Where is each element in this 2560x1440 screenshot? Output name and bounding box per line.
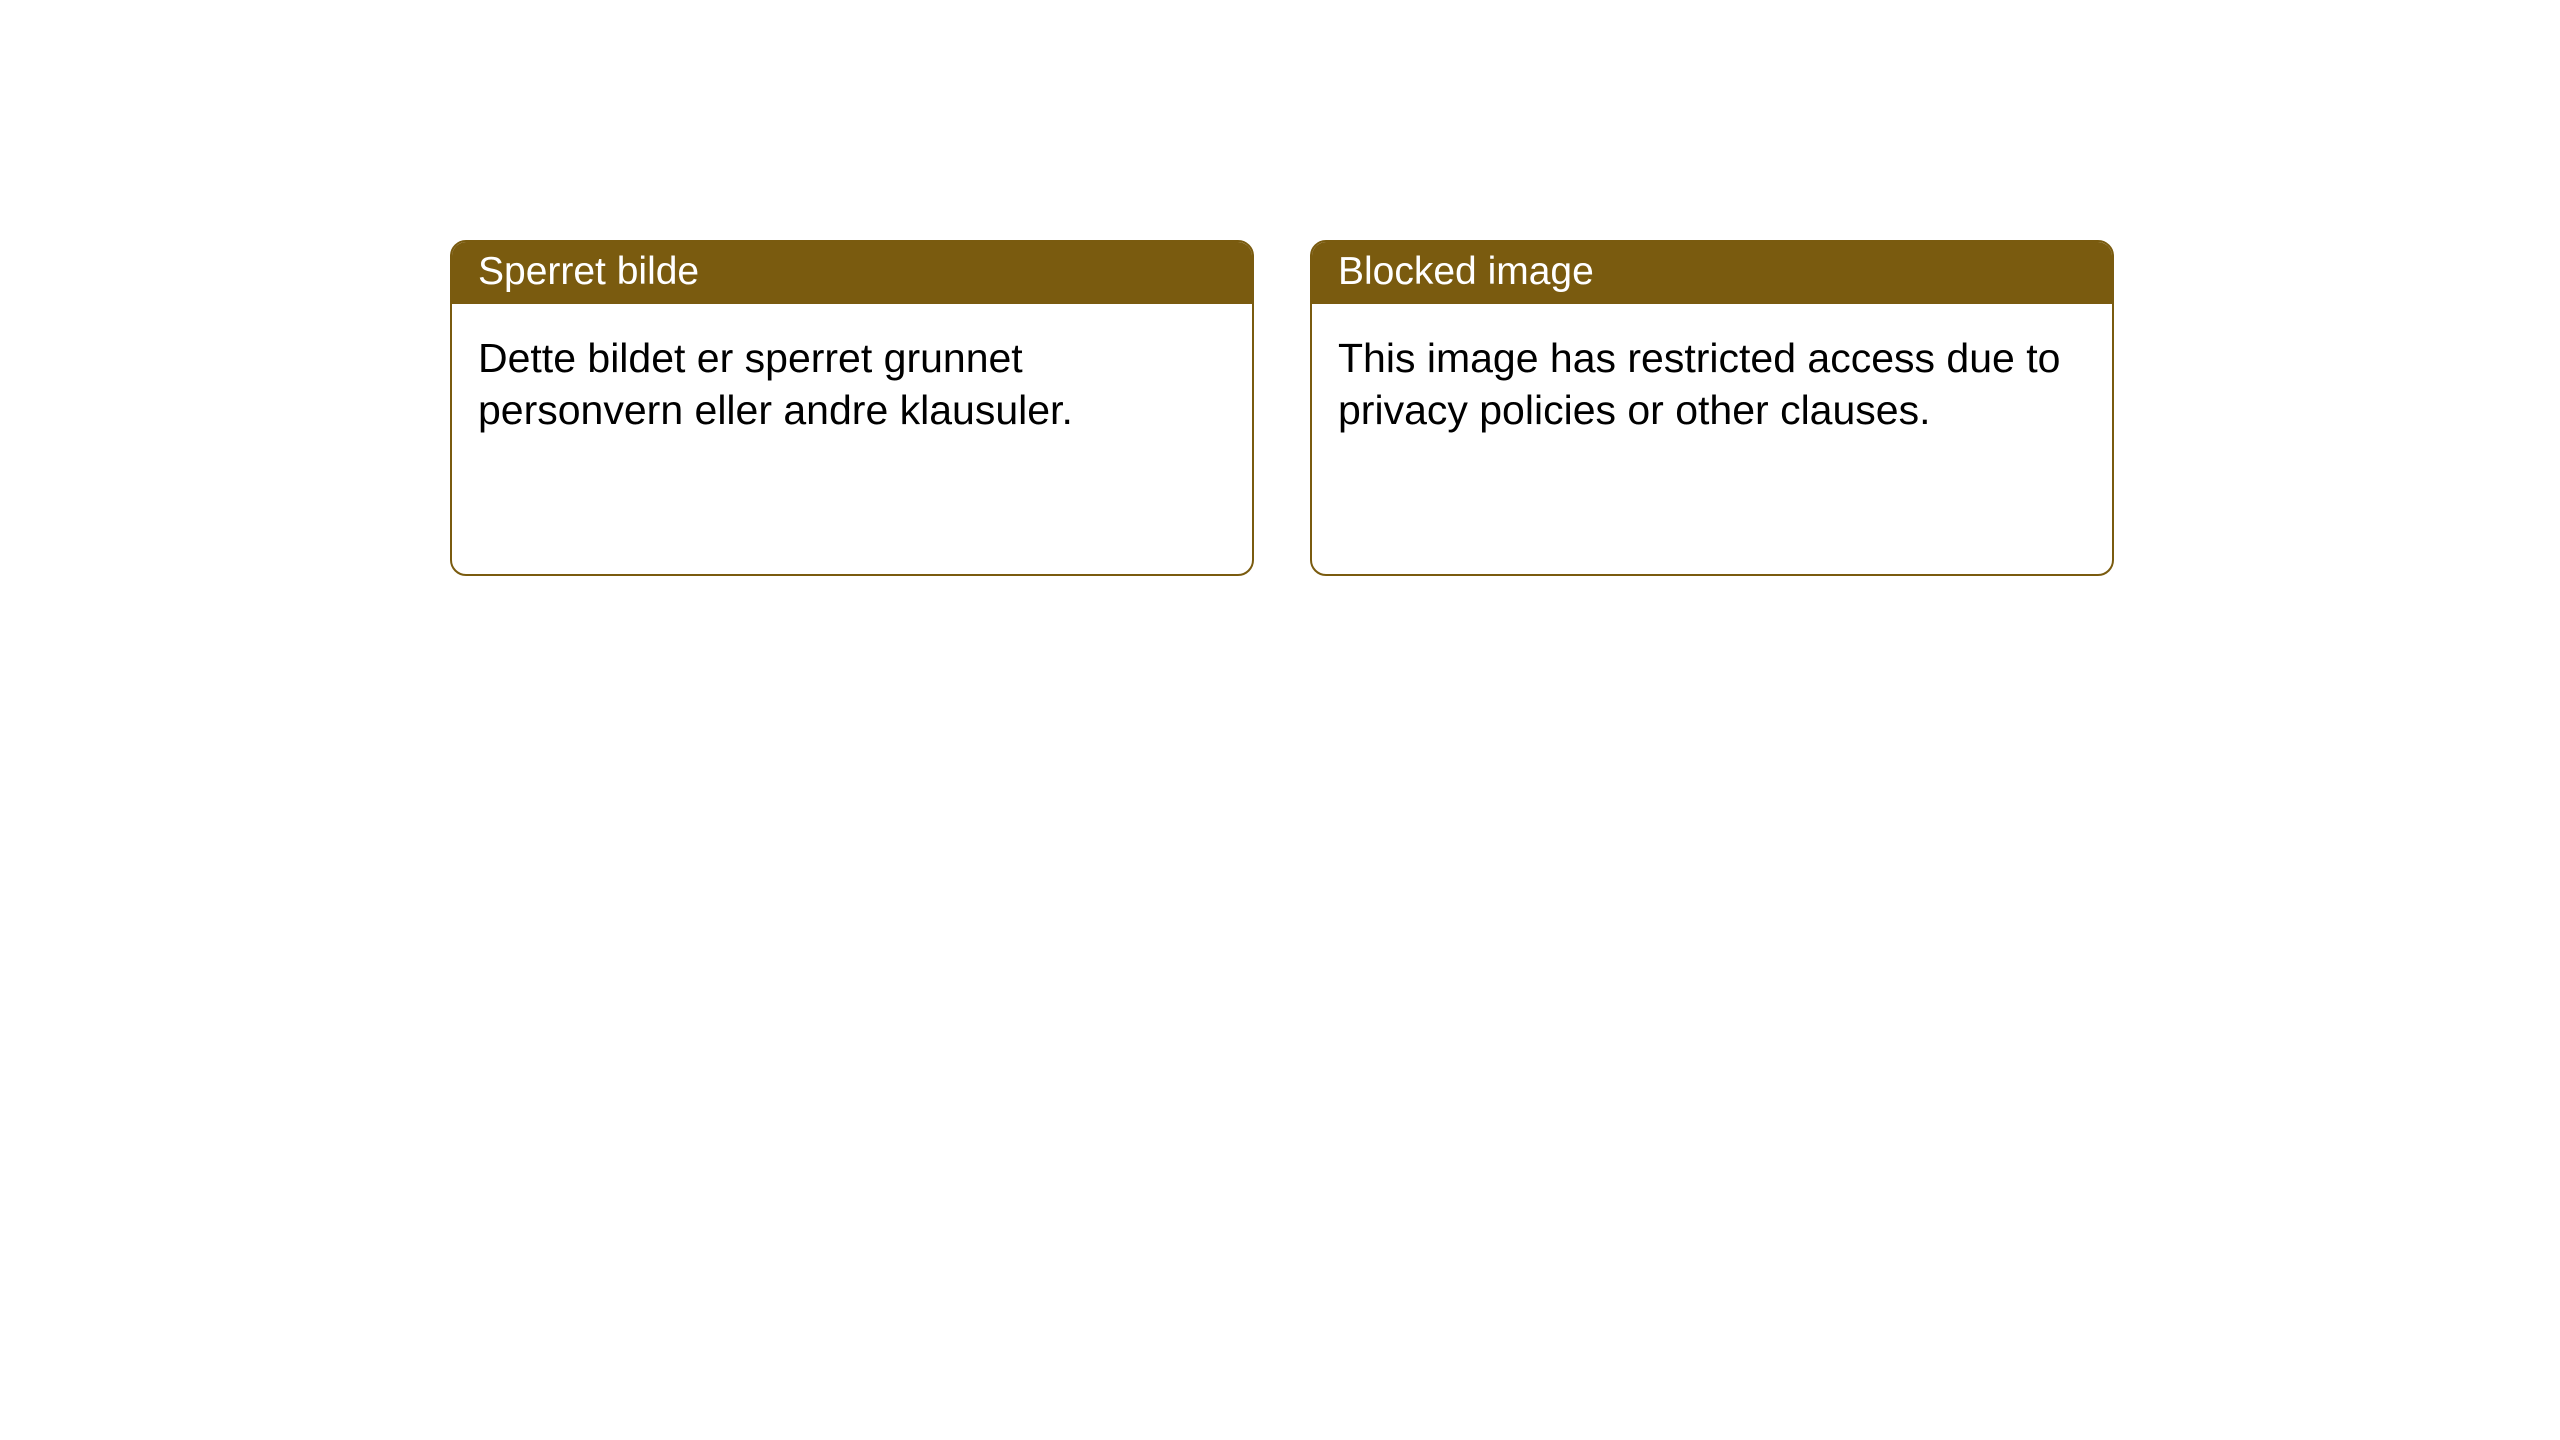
notice-body: This image has restricted access due to …: [1312, 304, 2112, 465]
notice-title: Sperret bilde: [478, 250, 699, 293]
notice-body: Dette bildet er sperret grunnet personve…: [452, 304, 1252, 465]
notice-header: Sperret bilde: [452, 242, 1252, 304]
notice-container: Sperret bilde Dette bildet er sperret gr…: [0, 0, 2560, 576]
notice-header: Blocked image: [1312, 242, 2112, 304]
notice-title: Blocked image: [1338, 250, 1594, 293]
notice-box-english: Blocked image This image has restricted …: [1310, 240, 2114, 576]
notice-body-text: Dette bildet er sperret grunnet personve…: [478, 335, 1073, 433]
notice-box-norwegian: Sperret bilde Dette bildet er sperret gr…: [450, 240, 1254, 576]
notice-body-text: This image has restricted access due to …: [1338, 335, 2060, 433]
